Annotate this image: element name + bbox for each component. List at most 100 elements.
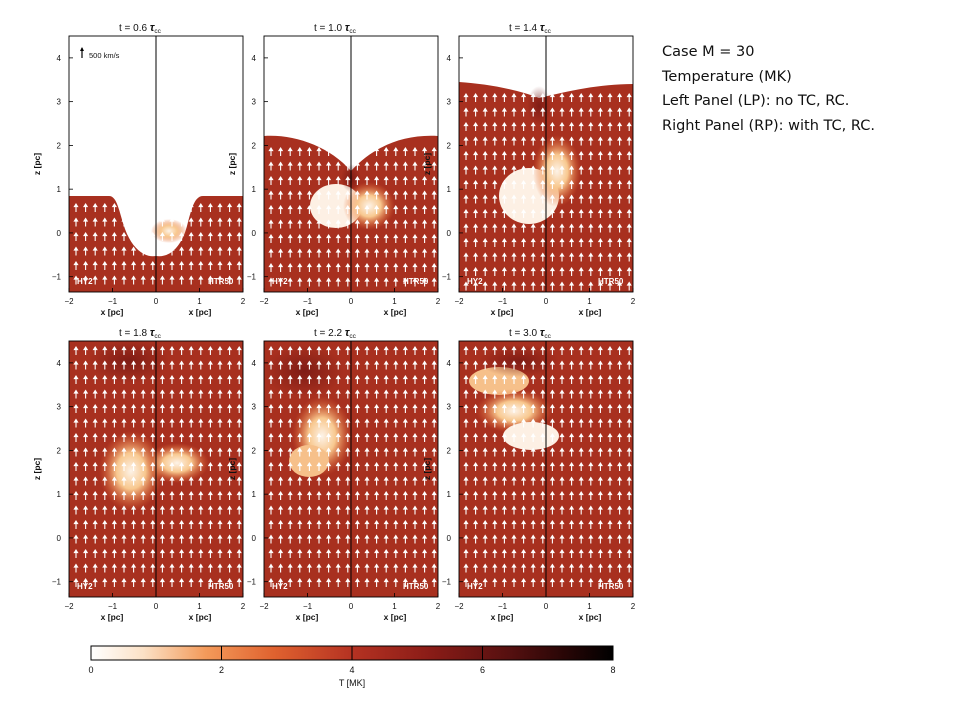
z-tick-label: 4 [57, 359, 62, 368]
x-tick-label-left: 0 [154, 602, 159, 611]
x-axis-label-right: x [pc] [579, 307, 602, 317]
colorbar-tick-label: 0 [88, 665, 93, 675]
x-tick-label-left: −2 [259, 602, 269, 611]
z-tick-label: −1 [442, 273, 452, 282]
x-axis-label-right: x [pc] [384, 612, 407, 622]
z-axis-label: z [pc] [32, 458, 42, 480]
z-tick-label: 3 [447, 98, 452, 107]
z-tick-label: −1 [52, 578, 62, 587]
panels-layer: t = 0.6 τcc HY2 HTR50 500 km/s 4 3 2 1 0 −1 z [pc]… [32, 22, 636, 622]
z-tick-label: 2 [252, 446, 257, 455]
z-tick-label: 4 [447, 54, 452, 63]
case-notes: Case M = 30 Temperature (MK) Left Panel … [662, 40, 875, 138]
left-model-label: HY2 [467, 277, 483, 286]
x-axis-label-left: x [pc] [296, 612, 319, 622]
left-model-label: HY2 [77, 582, 93, 591]
z-tick-label: 3 [57, 403, 62, 412]
x-tick-label-left: −1 [303, 297, 313, 306]
panel-3: t = 1.4 τcc HY2 HTR50 4 3 2 1 0 −1 z [pc] −2 −1 0 1 2 x… [422, 22, 636, 317]
panel-2: t = 1.0 τcc HY2 HTR50 4 3 2 1 0 −1 z [pc] −2 −1 0 1 2 x… [227, 22, 441, 317]
right-model-label: HTR50 [598, 277, 624, 286]
z-tick-label: 2 [447, 141, 452, 150]
panel-time-title: t = 3.0 τcc [509, 327, 552, 340]
panel-time-title: t = 1.8 τcc [119, 327, 162, 340]
right-model-label: HTR50 [403, 277, 429, 286]
panel-time-title: t = 2.2 τcc [314, 327, 357, 340]
x-tick-label-right: 1 [197, 297, 202, 306]
z-tick-label: 0 [252, 229, 257, 238]
z-tick-label: 1 [252, 185, 257, 194]
z-tick-label: 0 [447, 229, 452, 238]
panel-4: t = 1.8 τcc HY2 HTR50 4 3 2 1 0 −1 z [pc] −2 −1 0 1 2 x… [32, 327, 246, 622]
z-tick-label: 2 [57, 446, 62, 455]
z-tick-label: 0 [57, 534, 62, 543]
x-tick-label-left: −2 [259, 297, 269, 306]
velocity-arrows [463, 92, 632, 291]
z-tick-label: 1 [447, 185, 452, 194]
x-tick-label-left: −1 [108, 297, 118, 306]
x-tick-label-left: 0 [154, 297, 159, 306]
x-tick-label-left: −1 [498, 297, 508, 306]
x-tick-label-left: −1 [303, 602, 313, 611]
z-tick-label: 2 [252, 141, 257, 150]
panel-time-title: t = 1.4 τcc [509, 22, 552, 35]
z-axis-label: z [pc] [422, 153, 432, 175]
colorbar-label: T [MK] [339, 678, 365, 688]
right-model-label: HTR50 [208, 582, 234, 591]
z-tick-label: 3 [57, 98, 62, 107]
x-tick-label-left: −1 [108, 602, 118, 611]
x-tick-label-left: −2 [454, 602, 464, 611]
z-tick-label: 1 [57, 185, 62, 194]
x-tick-label-left: −2 [64, 602, 74, 611]
x-tick-label-left: 0 [349, 602, 354, 611]
right-model-label: HTR50 [208, 277, 234, 286]
x-tick-label-right: 1 [392, 297, 397, 306]
left-model-label: HY2 [77, 277, 93, 286]
z-tick-label: 0 [252, 534, 257, 543]
x-axis-label-left: x [pc] [101, 612, 124, 622]
colorbar: 0 2 4 6 8 T [MK] [88, 645, 616, 688]
z-tick-label: 2 [57, 141, 62, 150]
x-tick-label-right: 2 [241, 602, 246, 611]
x-tick-label-left: −1 [498, 602, 508, 611]
x-tick-label-right: 1 [587, 297, 592, 306]
velocity-arrows [268, 345, 437, 587]
colorbar-tick-label: 4 [349, 665, 354, 675]
panel-6: t = 3.0 τcc HY2 HTR50 4 3 2 1 0 −1 z [pc] −2 −1 0 1 2 x… [422, 327, 636, 622]
x-axis-label-left: x [pc] [296, 307, 319, 317]
z-axis-label: z [pc] [422, 458, 432, 480]
x-tick-label-left: −2 [64, 297, 74, 306]
x-tick-label-right: 1 [197, 602, 202, 611]
colorbar-tick-label: 6 [480, 665, 485, 675]
z-tick-label: −1 [442, 578, 452, 587]
x-tick-label-right: 1 [587, 602, 592, 611]
z-tick-label: 4 [252, 54, 257, 63]
note-line-case: Case M = 30 [662, 44, 755, 60]
z-tick-label: 4 [252, 359, 257, 368]
left-model-label: HY2 [467, 582, 483, 591]
x-tick-label-right: 2 [436, 602, 441, 611]
z-tick-label: 3 [252, 403, 257, 412]
velocity-arrows [73, 202, 242, 285]
z-tick-label: 2 [447, 446, 452, 455]
z-axis-label: z [pc] [227, 153, 237, 175]
x-axis-label-right: x [pc] [189, 307, 212, 317]
note-line-quantity: Temperature (MK) [662, 68, 792, 85]
x-axis-label-left: x [pc] [101, 307, 124, 317]
z-tick-label: 1 [447, 490, 452, 499]
colorbar-tick-label: 8 [610, 665, 615, 675]
x-tick-label-right: 2 [436, 297, 441, 306]
panel-5: t = 2.2 τcc HY2 HTR50 4 3 2 1 0 −1 z [pc] −2 −1 0 1 2 x… [227, 327, 441, 622]
x-axis-label-right: x [pc] [579, 612, 602, 622]
z-tick-label: 4 [447, 359, 452, 368]
z-tick-label: 4 [57, 54, 62, 63]
left-model-label: HY2 [272, 582, 288, 591]
velocity-arrows [463, 345, 632, 587]
x-tick-label-right: 2 [631, 297, 636, 306]
z-tick-label: 3 [252, 98, 257, 107]
z-axis-label: z [pc] [227, 458, 237, 480]
x-tick-label-left: 0 [544, 602, 549, 611]
velocity-key-label: 500 km/s [89, 51, 120, 60]
note-line-right-panel: Right Panel (RP): with TC, RC. [662, 117, 875, 134]
